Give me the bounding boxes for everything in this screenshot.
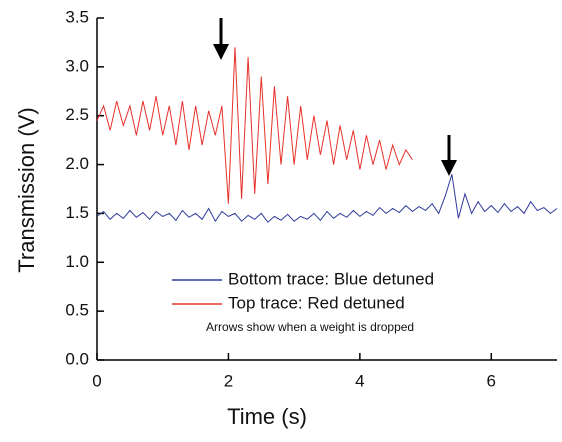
y-tick-label: 1.5 — [65, 203, 89, 222]
y-tick-label: 0.0 — [65, 349, 89, 368]
y-tick-label: 2.5 — [65, 105, 89, 124]
x-tick-label: 4 — [355, 371, 364, 390]
annotation: Arrows show when a weight is dropped — [206, 320, 414, 334]
x-tick-label: 0 — [92, 371, 101, 390]
x-axis-label: Time (s) — [227, 404, 307, 429]
y-tick-label: 1.0 — [65, 252, 89, 271]
arrow — [213, 18, 229, 60]
legend-label: Bottom trace: Blue detuned — [228, 269, 434, 288]
y-tick-label: 0.5 — [65, 301, 89, 320]
y-tick-label: 2.0 — [65, 154, 89, 173]
y-tick-label: 3.0 — [65, 56, 89, 75]
x-tick-label: 2 — [224, 371, 233, 390]
arrow — [441, 135, 457, 176]
y-tick-label: 3.5 — [65, 7, 89, 26]
data-line — [96, 47, 413, 204]
x-tick-label: 6 — [487, 371, 496, 390]
legend-label: Top trace: Red detuned — [228, 293, 405, 312]
y-axis-label: Transmission (V) — [14, 107, 39, 272]
data-line — [96, 174, 558, 223]
